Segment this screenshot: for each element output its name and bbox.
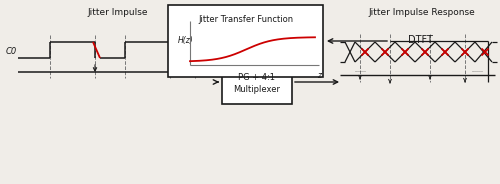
Text: ......: ...... bbox=[354, 68, 366, 72]
Bar bbox=[168, 5, 323, 77]
Text: C0: C0 bbox=[6, 47, 17, 56]
Text: ......: ...... bbox=[471, 68, 483, 72]
Text: Jitter Impulse: Jitter Impulse bbox=[88, 8, 148, 17]
Text: Multiplexer: Multiplexer bbox=[234, 84, 280, 93]
Text: H(z): H(z) bbox=[178, 36, 194, 45]
Bar bbox=[222, 60, 292, 104]
Text: Jitter Transfer Function: Jitter Transfer Function bbox=[198, 15, 293, 24]
Text: z: z bbox=[317, 71, 321, 80]
Text: Jitter Impulse Response: Jitter Impulse Response bbox=[368, 8, 476, 17]
Text: DTFT: DTFT bbox=[408, 35, 432, 45]
Text: PG + 4:1: PG + 4:1 bbox=[238, 72, 276, 82]
